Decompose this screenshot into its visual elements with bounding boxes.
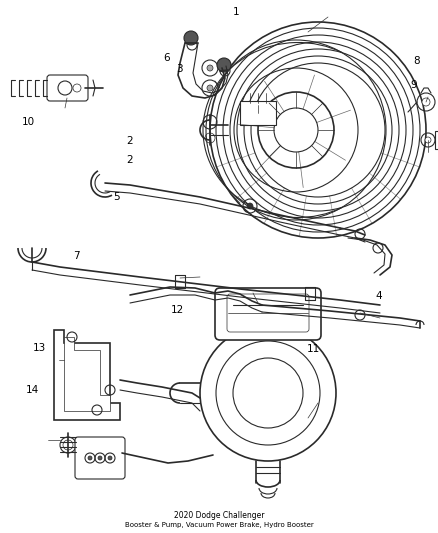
Circle shape [207,65,213,71]
Circle shape [422,98,430,106]
Text: 5: 5 [113,192,120,202]
Circle shape [63,440,73,450]
Text: 1: 1 [233,7,240,17]
Circle shape [207,85,213,91]
Polygon shape [54,330,120,420]
Text: 10: 10 [22,117,35,126]
Circle shape [247,203,253,209]
FancyBboxPatch shape [75,437,125,479]
Circle shape [425,137,431,143]
Text: 9: 9 [410,80,417,90]
Circle shape [108,456,112,460]
Circle shape [184,31,198,45]
Text: Booster & Pump, Vacuum Power Brake, Hydro Booster: Booster & Pump, Vacuum Power Brake, Hydr… [125,522,313,528]
Text: 12: 12 [171,305,184,315]
Text: 3: 3 [176,64,183,74]
Text: 14: 14 [26,385,39,395]
FancyBboxPatch shape [47,75,88,101]
FancyBboxPatch shape [215,288,321,340]
FancyBboxPatch shape [240,101,276,125]
Text: 7: 7 [73,251,80,261]
Circle shape [88,456,92,460]
Text: 6: 6 [163,53,170,62]
Circle shape [217,58,231,72]
FancyBboxPatch shape [435,131,438,149]
Text: 13: 13 [33,343,46,352]
Text: 11: 11 [307,344,320,354]
FancyBboxPatch shape [227,294,309,332]
Circle shape [98,456,102,460]
Text: 2020 Dodge Challenger: 2020 Dodge Challenger [174,511,264,520]
Text: 2: 2 [126,155,133,165]
Polygon shape [64,337,110,411]
Text: 2: 2 [126,136,133,146]
Text: 8: 8 [413,56,420,66]
Text: 4: 4 [375,291,382,301]
